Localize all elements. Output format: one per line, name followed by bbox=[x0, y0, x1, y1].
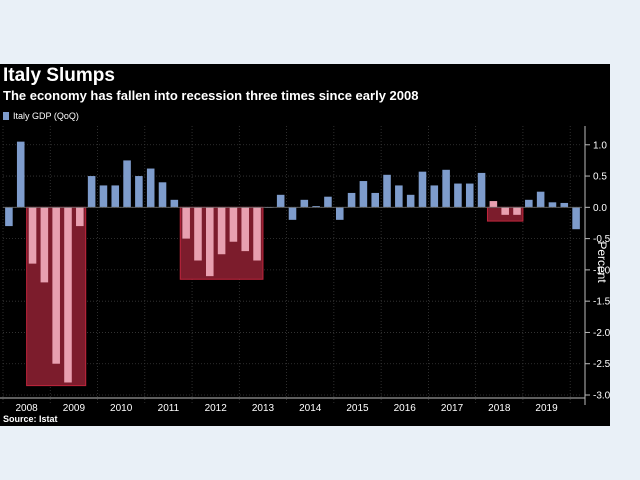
bar bbox=[430, 185, 439, 208]
x-tick-label: 2012 bbox=[205, 403, 228, 414]
bar bbox=[288, 207, 297, 220]
x-tick-label: 2014 bbox=[299, 403, 322, 414]
bar bbox=[548, 202, 557, 208]
bar bbox=[359, 181, 368, 208]
bar bbox=[123, 160, 131, 208]
bar bbox=[182, 207, 190, 239]
x-tick-label: 2017 bbox=[441, 403, 464, 414]
y-tick-label: -0.5 bbox=[593, 234, 610, 245]
bar bbox=[347, 192, 356, 208]
bar bbox=[454, 183, 462, 208]
bar bbox=[241, 207, 250, 252]
bar bbox=[111, 185, 120, 208]
x-tick-label: 2008 bbox=[16, 403, 39, 414]
bar bbox=[477, 172, 486, 208]
bar bbox=[16, 141, 25, 208]
bar bbox=[560, 202, 569, 208]
x-tick-label: 2019 bbox=[535, 403, 558, 414]
bar bbox=[28, 207, 37, 264]
legend-label: Italy GDP (QoQ) bbox=[13, 111, 79, 121]
bar bbox=[194, 207, 202, 261]
x-tick-label: 2011 bbox=[158, 403, 180, 414]
bar bbox=[371, 192, 379, 208]
bar bbox=[418, 171, 427, 208]
bar bbox=[276, 194, 285, 208]
bar bbox=[87, 176, 96, 208]
bar bbox=[406, 194, 415, 208]
y-tick-label: 0.5 bbox=[593, 172, 607, 183]
bar bbox=[489, 201, 498, 208]
chart-plot: 1.0 0.5 0.0 -0.5 -1.0 -1.5 -2.0 -2.5 -3.0 Percent… bbox=[0, 126, 610, 414]
bar bbox=[442, 169, 450, 208]
y-tick-label: -1.0 bbox=[593, 265, 610, 276]
bar bbox=[99, 185, 108, 208]
bar bbox=[40, 207, 49, 283]
y-axis-title: Percent bbox=[595, 241, 609, 283]
bar bbox=[64, 207, 72, 383]
x-tick-label: 2013 bbox=[252, 403, 275, 414]
y-tick-label: -2.0 bbox=[593, 328, 610, 339]
bar bbox=[513, 207, 521, 215]
bar bbox=[572, 207, 580, 230]
bar bbox=[158, 182, 167, 208]
bar bbox=[253, 207, 261, 261]
bar bbox=[229, 207, 238, 242]
bar bbox=[536, 191, 545, 208]
legend: Italy GDP (QoQ) bbox=[3, 111, 79, 121]
bar bbox=[52, 207, 60, 364]
y-tick-label: -1.5 bbox=[593, 297, 610, 308]
bar bbox=[135, 176, 143, 208]
y-tick-label: -3.0 bbox=[593, 391, 610, 402]
chart-source: Source: Istat bbox=[3, 414, 58, 424]
y-tick-label: 1.0 bbox=[593, 140, 607, 151]
bar bbox=[395, 185, 403, 208]
x-tick-label: 2010 bbox=[110, 403, 133, 414]
bar bbox=[335, 207, 344, 220]
bar bbox=[170, 199, 179, 208]
chart-title: Italy Slumps bbox=[3, 65, 115, 86]
bar bbox=[217, 207, 226, 255]
chart-subtitle: The economy has fallen into recession th… bbox=[3, 88, 419, 103]
y-tick-label: -2.5 bbox=[593, 359, 610, 370]
x-tick-label: 2015 bbox=[346, 403, 369, 414]
bar bbox=[501, 207, 509, 215]
x-tick-label: 2016 bbox=[394, 403, 417, 414]
bar bbox=[465, 183, 474, 208]
bar bbox=[312, 206, 320, 208]
bar bbox=[146, 168, 155, 208]
bar bbox=[525, 199, 533, 208]
x-tick-label: 2009 bbox=[63, 403, 86, 414]
y-tick-label: 0.0 bbox=[593, 203, 607, 214]
bar bbox=[5, 207, 13, 227]
chart-figure: Italy Slumps The economy has fallen into… bbox=[0, 64, 610, 426]
bar bbox=[206, 207, 214, 277]
x-tick-label: 2018 bbox=[488, 403, 511, 414]
legend-swatch bbox=[3, 112, 9, 120]
bar bbox=[76, 207, 84, 227]
bar bbox=[324, 196, 332, 208]
bar bbox=[300, 199, 309, 208]
bar bbox=[383, 174, 391, 208]
